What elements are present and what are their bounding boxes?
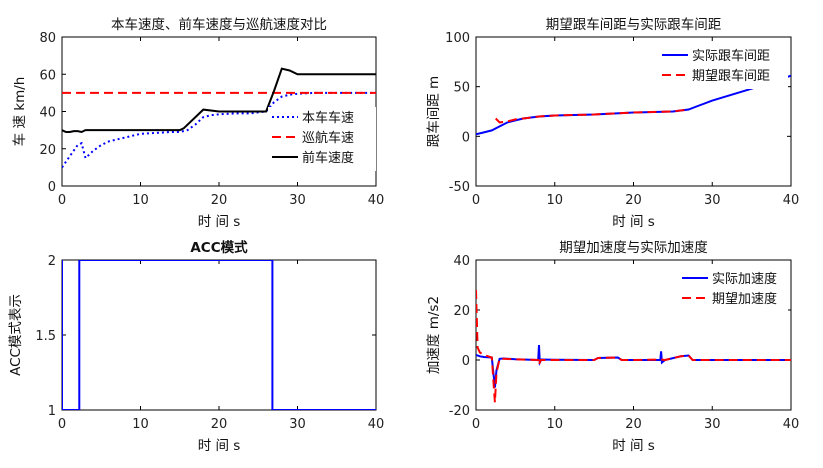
chart-title: 期望跟车间距与实际跟车间距 bbox=[546, 16, 722, 33]
y-tick-label: 60 bbox=[39, 68, 56, 83]
y-tick-label: 20 bbox=[39, 143, 56, 158]
legend-entry: 本车车速 bbox=[302, 110, 354, 126]
y-tick-label: 50 bbox=[453, 81, 470, 96]
x-tick-label: 10 bbox=[132, 193, 149, 208]
x-tick-label: 30 bbox=[704, 417, 721, 432]
chart-title: 期望加速度与实际加速度 bbox=[559, 240, 708, 256]
legend-entry: 实际跟车间距 bbox=[692, 48, 770, 64]
series-line-1 bbox=[62, 260, 376, 410]
x-tick-label: 40 bbox=[368, 417, 385, 432]
y-tick-label: 100 bbox=[445, 31, 470, 46]
chart-title: ACC模式 bbox=[190, 239, 248, 256]
x-tick-label: 0 bbox=[472, 417, 480, 432]
x-tick-label: 30 bbox=[289, 417, 306, 432]
plot-frame bbox=[62, 260, 376, 410]
y-tick-label: 0 bbox=[48, 180, 56, 195]
y-tick-label: 20 bbox=[453, 304, 470, 319]
y-axis-label: 车 速 km/h bbox=[11, 77, 28, 147]
x-tick-label: 40 bbox=[783, 417, 800, 432]
x-tick-label: 0 bbox=[58, 417, 66, 432]
x-tick-label: 0 bbox=[472, 193, 480, 208]
legend-entry: 实际加速度 bbox=[712, 271, 777, 287]
x-axis-label: 时 间 s bbox=[612, 214, 655, 230]
y-axis-label: ACC模式表示 bbox=[8, 294, 24, 376]
x-axis-label: 时 间 s bbox=[198, 438, 241, 454]
x-tick-label: 30 bbox=[289, 193, 306, 208]
legend-entry: 前车速度 bbox=[302, 150, 354, 166]
y-tick-label: -20 bbox=[449, 404, 470, 419]
y-axis-label: 加速度 m/s2 bbox=[426, 296, 442, 374]
y-tick-label: 0 bbox=[462, 130, 470, 145]
y-tick-label: 80 bbox=[39, 31, 56, 46]
x-tick-label: 20 bbox=[625, 417, 642, 432]
x-tick-label: 10 bbox=[546, 193, 563, 208]
y-tick-label: 0 bbox=[462, 354, 470, 369]
y-axis-label: 跟车间距 m bbox=[425, 76, 442, 147]
y-tick-label: 1 bbox=[48, 404, 56, 419]
y-tick-label: 40 bbox=[453, 254, 470, 269]
y-tick-label: 2 bbox=[48, 254, 56, 269]
legend-entry: 期望跟车间距 bbox=[692, 68, 770, 84]
x-axis-label: 时 间 s bbox=[612, 438, 655, 454]
chart-title: 本车速度、前车速度与巡航速度对比 bbox=[111, 16, 327, 33]
legend-entry: 巡航车速 bbox=[302, 130, 354, 146]
x-tick-label: 20 bbox=[211, 193, 228, 208]
legend-entry: 期望加速度 bbox=[712, 291, 777, 307]
y-tick-label: 40 bbox=[39, 106, 56, 121]
x-tick-label: 20 bbox=[211, 417, 228, 432]
x-tick-label: 40 bbox=[783, 193, 800, 208]
x-tick-label: 20 bbox=[625, 193, 642, 208]
x-tick-label: 10 bbox=[132, 417, 149, 432]
series-line-1 bbox=[476, 345, 791, 388]
x-tick-label: 10 bbox=[546, 417, 563, 432]
y-tick-label: -50 bbox=[449, 180, 470, 195]
x-axis-label: 时 间 s bbox=[198, 214, 241, 230]
y-tick-label: 1.5 bbox=[35, 329, 56, 344]
x-tick-label: 0 bbox=[58, 193, 66, 208]
x-tick-label: 40 bbox=[368, 193, 385, 208]
x-tick-label: 30 bbox=[704, 193, 721, 208]
